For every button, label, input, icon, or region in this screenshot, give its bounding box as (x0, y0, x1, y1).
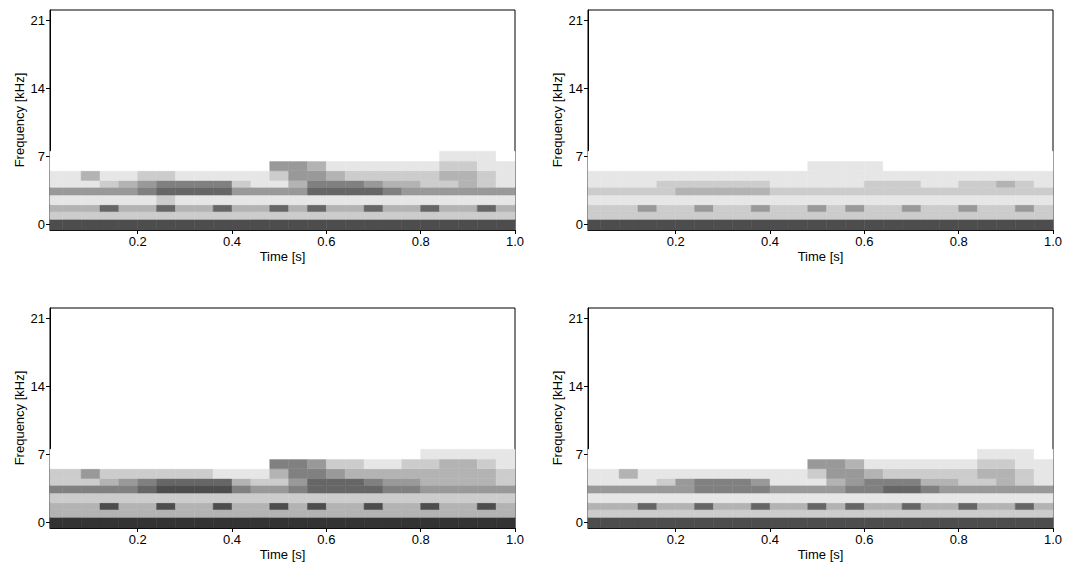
svg-text:0.8: 0.8 (412, 234, 430, 249)
svg-text:0: 0 (38, 217, 45, 232)
svg-text:0.6: 0.6 (855, 532, 873, 547)
svg-text:0.4: 0.4 (223, 234, 241, 249)
svg-text:7: 7 (576, 149, 583, 164)
svg-text:1.0: 1.0 (1044, 234, 1062, 249)
svg-text:1.0: 1.0 (506, 532, 524, 547)
svg-text:0: 0 (576, 217, 583, 232)
svg-text:0.2: 0.2 (667, 532, 685, 547)
svg-text:0.4: 0.4 (761, 532, 779, 547)
svg-text:Frequency [kHz]: Frequency [kHz] (12, 73, 27, 168)
svg-text:14: 14 (31, 81, 45, 96)
svg-text:0.4: 0.4 (223, 532, 241, 547)
svg-text:0.8: 0.8 (950, 234, 968, 249)
svg-text:21: 21 (569, 311, 583, 326)
svg-text:21: 21 (569, 13, 583, 28)
svg-text:0.8: 0.8 (950, 532, 968, 547)
svg-text:7: 7 (38, 447, 45, 462)
svg-text:0.6: 0.6 (855, 234, 873, 249)
svg-text:7: 7 (38, 149, 45, 164)
svg-text:1.0: 1.0 (506, 234, 524, 249)
svg-text:0.6: 0.6 (317, 234, 335, 249)
svg-text:1.0: 1.0 (1044, 532, 1062, 547)
svg-text:0.8: 0.8 (412, 532, 430, 547)
svg-text:Time [s]: Time [s] (798, 547, 844, 562)
svg-text:0.2: 0.2 (667, 234, 685, 249)
svg-text:21: 21 (31, 13, 45, 28)
svg-text:0: 0 (576, 515, 583, 530)
svg-text:Time [s]: Time [s] (260, 547, 306, 562)
svg-text:0.6: 0.6 (317, 532, 335, 547)
svg-text:7: 7 (576, 447, 583, 462)
svg-text:Frequency [kHz]: Frequency [kHz] (12, 371, 27, 466)
svg-text:Time [s]: Time [s] (798, 249, 844, 264)
svg-text:0.4: 0.4 (761, 234, 779, 249)
svg-text:21: 21 (31, 311, 45, 326)
svg-text:14: 14 (569, 379, 583, 394)
svg-text:14: 14 (31, 379, 45, 394)
svg-text:0.2: 0.2 (129, 532, 147, 547)
svg-text:0.2: 0.2 (129, 234, 147, 249)
svg-text:0: 0 (38, 515, 45, 530)
svg-text:Frequency [kHz]: Frequency [kHz] (550, 73, 565, 168)
svg-text:14: 14 (569, 81, 583, 96)
svg-text:Frequency [kHz]: Frequency [kHz] (550, 371, 565, 466)
svg-text:Time [s]: Time [s] (260, 249, 306, 264)
